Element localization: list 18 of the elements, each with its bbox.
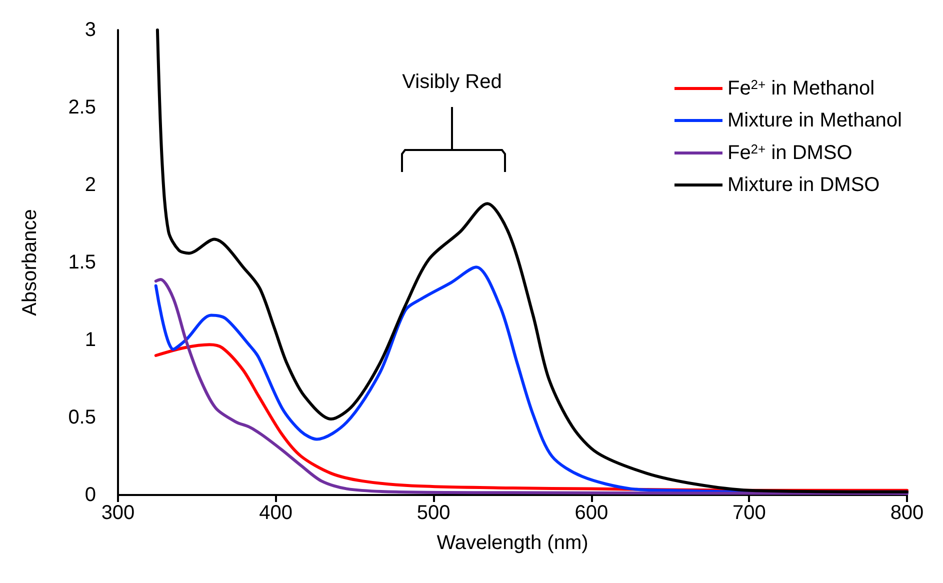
- y-tick-label: 3: [84, 19, 96, 41]
- y-tick-label: 0: [84, 484, 96, 506]
- y-axis-title: Absorbance: [19, 209, 41, 316]
- x-tick-label: 300: [101, 502, 135, 524]
- x-tick-label: 800: [890, 502, 924, 524]
- x-tick-label: 400: [259, 502, 292, 524]
- legend-label: Mixture in DMSO: [727, 174, 880, 196]
- x-tick-label: 700: [732, 502, 766, 524]
- x-tick-label: 600: [574, 502, 608, 524]
- y-tick-label: 2.5: [68, 96, 96, 118]
- x-tick-label: 500: [416, 502, 450, 524]
- x-axis-title: Wavelength (nm): [436, 532, 588, 554]
- y-tick-label: 1: [84, 329, 96, 351]
- y-tick-label: 2: [84, 174, 96, 196]
- y-tick-label: 0.5: [68, 406, 96, 428]
- legend-label: Mixture in Methanol: [727, 110, 902, 132]
- annotation: Visibly Red: [401, 70, 503, 94]
- y-tick-label: 1.5: [68, 252, 96, 274]
